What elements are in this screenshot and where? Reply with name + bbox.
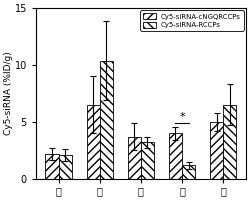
- Legend: Cy5-siRNA-cNGQRCCPs, Cy5-siRNA-RCCPs: Cy5-siRNA-cNGQRCCPs, Cy5-siRNA-RCCPs: [140, 10, 244, 31]
- Bar: [59, 155, 72, 179]
- Bar: [169, 133, 182, 179]
- Bar: [86, 105, 100, 179]
- Bar: [100, 61, 113, 179]
- Bar: [141, 142, 154, 179]
- Bar: [210, 122, 223, 179]
- Bar: [128, 137, 141, 179]
- Bar: [223, 105, 236, 179]
- Y-axis label: Cy5-siRNA (%ID/g): Cy5-siRNA (%ID/g): [4, 52, 13, 135]
- Bar: [182, 165, 195, 179]
- Bar: [46, 154, 59, 179]
- Text: *: *: [179, 112, 185, 122]
